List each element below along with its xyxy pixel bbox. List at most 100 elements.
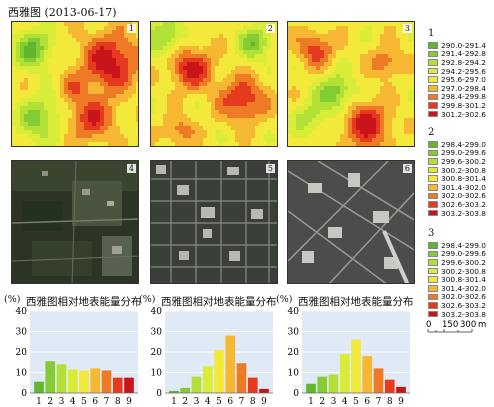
x-tick-label: 1 <box>171 397 177 407</box>
bar-class-8 <box>247 377 258 393</box>
heatmap-3-svg <box>288 22 414 146</box>
chart-3-svg: 0 10 20 30 40 1 2 3 4 5 6 7 8 9 <box>288 307 410 407</box>
legend-label: 300.2-300.8 <box>441 165 486 175</box>
bar-class-5 <box>351 339 361 393</box>
legend-3-entry: 302.6-303.2 <box>428 301 486 310</box>
legend-swatch <box>428 250 438 258</box>
legend-3-entry: 299.0-299.6 <box>428 249 486 259</box>
x-tick-label: 5 <box>81 397 87 407</box>
legend-label: 299.0-299.6 <box>441 249 486 259</box>
legend-swatch <box>428 184 438 191</box>
x-tick-label: 8 <box>387 397 393 407</box>
x-tick-label: 6 <box>364 397 370 407</box>
bar-class-7 <box>236 363 247 393</box>
legend-label: 298.4-299.8 <box>441 92 486 102</box>
chart-1-svg: 0 10 20 30 40 1 2 3 4 5 6 7 8 9 <box>16 307 138 407</box>
scale-tick-150: 150 <box>442 320 458 330</box>
x-tick-label: 6 <box>92 397 98 407</box>
legend-2-entry: 301.4-302.0 <box>428 183 486 192</box>
legend-label: 298.4-299.0 <box>441 240 486 250</box>
legend-label: 294.2-295.6 <box>441 66 486 76</box>
y-tick-label: 20 <box>151 348 163 358</box>
legend-2-entry: 300.8-301.4 <box>428 174 486 183</box>
x-tick-label: 2 <box>47 397 53 407</box>
scale-tick-0: 0 <box>426 320 431 330</box>
legend-3-entry: 300.8-301.4 <box>428 275 486 284</box>
legend-swatch <box>428 93 438 101</box>
bar-class-1 <box>169 390 179 393</box>
bar-class-3 <box>328 374 339 393</box>
bar-class-3 <box>191 376 202 393</box>
bar-class-2 <box>45 361 56 393</box>
legend-1-entry: 290.0-291.4 <box>428 41 486 50</box>
heatmap-panel-3: 3 <box>287 21 415 147</box>
bar-class-9 <box>124 377 134 393</box>
legend-swatch <box>428 267 438 275</box>
legend-label: 303.2-303.8 <box>441 208 486 218</box>
legend-swatch <box>428 192 438 200</box>
legend-swatch <box>428 110 438 118</box>
legend-swatch <box>428 42 438 49</box>
legend-3-entry: 298.4-299.0 <box>428 241 486 250</box>
bar-class-6 <box>362 356 373 393</box>
legend-swatch <box>428 149 438 157</box>
legend-label: 301.4-302.0 <box>441 182 486 192</box>
aerial-photo-5-image <box>151 161 277 283</box>
bar-class-2 <box>180 387 191 393</box>
x-tick-label: 1 <box>36 397 42 407</box>
aerial-photo-5: 5 <box>150 160 278 284</box>
y-tick-label: 30 <box>151 328 163 338</box>
heatmap-panel-2: 2 <box>150 21 278 147</box>
legend-label: 302.0-302.6 <box>441 292 486 302</box>
legend-label: 301.2-302.6 <box>441 109 486 119</box>
scale-bar: 0 150 300 m <box>426 318 490 345</box>
legend-label: 302.0-302.6 <box>441 191 486 201</box>
legend-1-entry: 291.4-292.8 <box>428 49 486 59</box>
legend-label: 291.4-292.8 <box>441 49 486 59</box>
chart-1-unit: (%) <box>4 294 21 305</box>
legend-2-entry: 300.2-300.8 <box>428 166 486 175</box>
x-tick-label: 2 <box>182 397 188 407</box>
legend-2-entry: 303.2-303.8 <box>428 209 486 218</box>
heatmap-panel-1: 1 <box>11 21 139 147</box>
legend-swatch <box>428 209 438 217</box>
legend-2-entry: 299.0-299.6 <box>428 148 486 157</box>
x-tick-label: 9 <box>398 397 404 407</box>
panel-label-3: 3 <box>402 24 412 33</box>
legend-label: 302.6-303.2 <box>441 199 486 209</box>
bar-class-5 <box>214 349 224 393</box>
x-tick-label: 4 <box>205 397 211 407</box>
bar-class-7 <box>373 368 384 393</box>
legend-swatch <box>428 242 438 249</box>
x-tick-label: 5 <box>353 397 359 407</box>
legend-swatch <box>428 285 438 292</box>
legend-label: 301.4-302.0 <box>441 283 486 293</box>
legend-swatch <box>428 293 438 301</box>
aerial-photo-6: 6 <box>287 160 415 284</box>
bar-class-5 <box>79 370 89 393</box>
scale-unit: m <box>478 320 486 330</box>
legend-2-entry: 302.6-303.2 <box>428 200 486 209</box>
legend-2-entry: 298.4-299.0 <box>428 140 486 149</box>
legend-3-entry: 301.4-302.0 <box>428 284 486 293</box>
panel-label-6: 6 <box>402 164 412 173</box>
y-tick-label: 40 <box>151 307 163 317</box>
legend-swatch <box>428 102 438 109</box>
bar-class-4 <box>339 354 350 393</box>
y-tick-label: 20 <box>288 348 300 358</box>
legend-1-entry: 298.4-299.8 <box>428 92 486 102</box>
legend-label: 295.6-297.0 <box>441 75 486 85</box>
y-tick-label: 20 <box>16 348 28 358</box>
y-tick-label: 10 <box>16 369 28 379</box>
legend-1-entry: 292.8-294.2 <box>428 58 486 67</box>
x-tick-label: 7 <box>376 397 382 407</box>
bar-class-3 <box>56 364 67 393</box>
legend-3-entry: 300.2-300.8 <box>428 267 486 276</box>
x-tick-label: 9 <box>126 397 132 407</box>
chart-3-title: 西雅图相对地表能量分布 <box>298 296 414 308</box>
chart-2-svg: 0 10 20 30 40 1 2 3 4 5 6 7 8 9 <box>151 307 273 407</box>
legend-label: 302.6-303.2 <box>441 300 486 310</box>
legend-swatch <box>428 201 438 208</box>
x-tick-label: 4 <box>70 397 76 407</box>
x-tick-label: 4 <box>342 397 348 407</box>
